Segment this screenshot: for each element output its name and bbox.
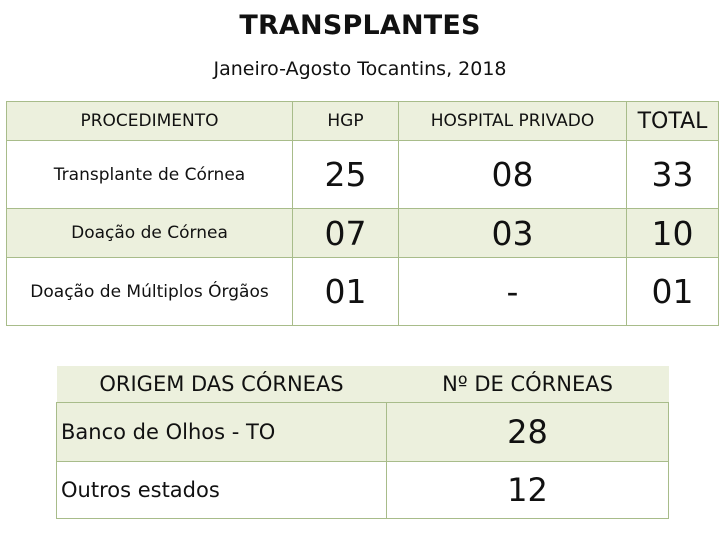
hgp-value: 25 [292, 140, 399, 209]
total-value: 33 [626, 140, 719, 209]
table-row: Banco de Olhos - TO 28 [56, 402, 669, 462]
total-value: 10 [626, 208, 719, 258]
column-header-origem: ORIGEM DAS CÓRNEAS [56, 366, 387, 403]
total-value: 01 [626, 257, 719, 326]
column-header-procedimento: PROCEDIMENTO [6, 101, 293, 141]
private-hospital-value: 08 [398, 140, 627, 209]
hgp-value: 07 [292, 208, 399, 258]
table-header-row: PROCEDIMENTO HGP HOSPITAL PRIVADO TOTAL [6, 101, 719, 141]
transplants-table: PROCEDIMENTO HGP HOSPITAL PRIVADO TOTAL … [6, 101, 719, 326]
cornea-count: 12 [386, 461, 669, 519]
cornea-count: 28 [386, 402, 669, 462]
table-header-row: ORIGEM DAS CÓRNEAS Nº DE CÓRNEAS [56, 366, 669, 403]
table-row: Transplante de Córnea 25 08 33 [6, 140, 719, 209]
column-header-hgp: HGP [292, 101, 399, 141]
column-header-hospital-privado: HOSPITAL PRIVADO [398, 101, 627, 141]
procedure-cell: Doação de Múltiplos Órgãos [6, 257, 293, 326]
procedure-cell: Transplante de Córnea [6, 140, 293, 209]
private-hospital-value: - [398, 257, 627, 326]
column-header-numero: Nº DE CÓRNEAS [386, 366, 669, 403]
hgp-value: 01 [292, 257, 399, 326]
private-hospital-value: 03 [398, 208, 627, 258]
origin-cell: Outros estados [56, 461, 387, 519]
origin-cell: Banco de Olhos - TO [56, 402, 387, 462]
page-title: TRANSPLANTES [239, 10, 481, 41]
column-header-total: TOTAL [626, 101, 719, 141]
table-row: Outros estados 12 [56, 461, 669, 519]
procedure-cell: Doação de Córnea [6, 208, 293, 258]
page-subtitle: Janeiro-Agosto Tocantins, 2018 [213, 58, 507, 80]
table-row: Doação de Múltiplos Órgãos 01 - 01 [6, 257, 719, 326]
corneas-origin-table: ORIGEM DAS CÓRNEAS Nº DE CÓRNEAS Banco d… [56, 366, 669, 519]
table-row: Doação de Córnea 07 03 10 [6, 208, 719, 258]
